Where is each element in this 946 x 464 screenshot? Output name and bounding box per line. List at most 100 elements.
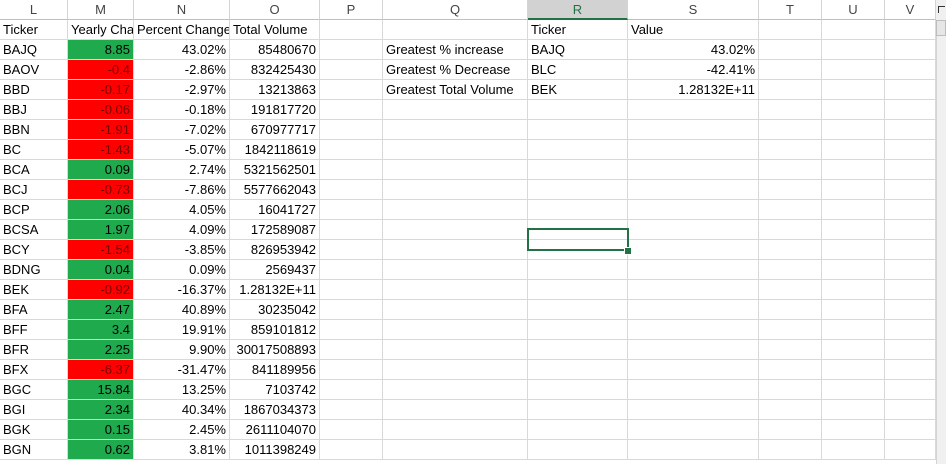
summary-value-cell[interactable]: 1.28132E+11 <box>628 80 759 100</box>
empty-cell[interactable] <box>628 240 759 260</box>
total-volume-cell[interactable]: 2569437 <box>230 260 320 280</box>
ticker-cell[interactable]: BCJ <box>0 180 68 200</box>
empty-cell[interactable] <box>320 240 383 260</box>
empty-cell[interactable] <box>885 400 936 420</box>
ticker-cell[interactable]: BCA <box>0 160 68 180</box>
empty-cell[interactable] <box>759 20 822 40</box>
empty-cell[interactable] <box>628 120 759 140</box>
empty-cell[interactable] <box>528 260 628 280</box>
empty-cell[interactable] <box>383 440 528 460</box>
empty-cell[interactable] <box>759 200 822 220</box>
empty-cell[interactable] <box>822 20 885 40</box>
empty-cell[interactable] <box>320 20 383 40</box>
empty-cell[interactable] <box>822 100 885 120</box>
empty-cell[interactable] <box>320 260 383 280</box>
total-volume-cell[interactable]: 191817720 <box>230 100 320 120</box>
empty-cell[interactable] <box>822 340 885 360</box>
empty-cell[interactable] <box>383 420 528 440</box>
total-volume-cell[interactable]: 5321562501 <box>230 160 320 180</box>
summary-label-cell[interactable]: Greatest Total Volume <box>383 80 528 100</box>
empty-cell[interactable] <box>885 280 936 300</box>
ticker-cell[interactable]: BGI <box>0 400 68 420</box>
column-header-n[interactable]: N <box>134 0 230 20</box>
percent-change-cell[interactable]: 43.02% <box>134 40 230 60</box>
summary-ticker-cell[interactable]: BEK <box>528 80 628 100</box>
percent-change-cell[interactable]: 40.89% <box>134 300 230 320</box>
empty-cell[interactable] <box>885 40 936 60</box>
empty-cell[interactable] <box>320 160 383 180</box>
empty-cell[interactable] <box>759 40 822 60</box>
empty-cell[interactable] <box>759 240 822 260</box>
ticker-cell[interactable]: BCSA <box>0 220 68 240</box>
empty-cell[interactable] <box>383 240 528 260</box>
empty-cell[interactable] <box>320 80 383 100</box>
ticker-cell[interactable]: BEK <box>0 280 68 300</box>
summary-value-header[interactable]: Value <box>628 20 759 40</box>
empty-cell[interactable] <box>885 140 936 160</box>
yearly-change-cell[interactable]: -0.73 <box>68 180 134 200</box>
percent-change-cell[interactable]: 4.05% <box>134 200 230 220</box>
yearly-change-cell[interactable]: -0.06 <box>68 100 134 120</box>
empty-cell[interactable] <box>822 80 885 100</box>
empty-cell[interactable] <box>885 340 936 360</box>
empty-cell[interactable] <box>383 260 528 280</box>
empty-cell[interactable] <box>320 380 383 400</box>
percent-change-cell[interactable]: 2.45% <box>134 420 230 440</box>
percent-change-cell[interactable]: -2.97% <box>134 80 230 100</box>
empty-cell[interactable] <box>528 420 628 440</box>
empty-cell[interactable] <box>885 220 936 240</box>
yearly-change-cell[interactable]: 0.15 <box>68 420 134 440</box>
total-volume-cell[interactable]: 16041727 <box>230 200 320 220</box>
empty-cell[interactable] <box>885 380 936 400</box>
empty-cell[interactable] <box>885 320 936 340</box>
empty-cell[interactable] <box>383 20 528 40</box>
empty-cell[interactable] <box>759 260 822 280</box>
column-header-m[interactable]: M <box>68 0 134 20</box>
empty-cell[interactable] <box>320 140 383 160</box>
percent-change-cell[interactable]: 9.90% <box>134 340 230 360</box>
empty-cell[interactable] <box>528 440 628 460</box>
empty-cell[interactable] <box>383 340 528 360</box>
total-volume-cell[interactable]: 172589087 <box>230 220 320 240</box>
header-ticker[interactable]: Ticker <box>0 20 68 40</box>
empty-cell[interactable] <box>320 220 383 240</box>
empty-cell[interactable] <box>759 280 822 300</box>
yearly-change-cell[interactable]: 0.62 <box>68 440 134 460</box>
percent-change-cell[interactable]: -3.85% <box>134 240 230 260</box>
yearly-change-cell[interactable]: 1.97 <box>68 220 134 240</box>
ticker-cell[interactable]: BGC <box>0 380 68 400</box>
empty-cell[interactable] <box>628 340 759 360</box>
empty-cell[interactable] <box>383 100 528 120</box>
empty-cell[interactable] <box>822 240 885 260</box>
empty-cell[interactable] <box>383 200 528 220</box>
empty-cell[interactable] <box>320 420 383 440</box>
column-header-u[interactable]: U <box>822 0 885 20</box>
total-volume-cell[interactable]: 1842118619 <box>230 140 320 160</box>
empty-cell[interactable] <box>885 100 936 120</box>
empty-cell[interactable] <box>822 220 885 240</box>
spreadsheet-grid[interactable]: Ticker Yearly Cha Percent Change Total V… <box>0 20 936 464</box>
empty-cell[interactable] <box>383 220 528 240</box>
empty-cell[interactable] <box>320 180 383 200</box>
total-volume-cell[interactable]: 859101812 <box>230 320 320 340</box>
yearly-change-cell[interactable]: 2.25 <box>68 340 134 360</box>
empty-cell[interactable] <box>528 300 628 320</box>
yearly-change-cell[interactable]: 3.4 <box>68 320 134 340</box>
empty-cell[interactable] <box>885 240 936 260</box>
empty-cell[interactable] <box>885 180 936 200</box>
empty-cell[interactable] <box>822 300 885 320</box>
yearly-change-cell[interactable]: 2.47 <box>68 300 134 320</box>
column-header-r[interactable]: R <box>528 0 628 20</box>
empty-cell[interactable] <box>320 40 383 60</box>
empty-cell[interactable] <box>528 180 628 200</box>
empty-cell[interactable] <box>528 360 628 380</box>
empty-cell[interactable] <box>528 320 628 340</box>
yearly-change-cell[interactable]: -1.91 <box>68 120 134 140</box>
percent-change-cell[interactable]: 13.25% <box>134 380 230 400</box>
empty-cell[interactable] <box>822 180 885 200</box>
empty-cell[interactable] <box>628 160 759 180</box>
scroll-up-arrow-icon[interactable] <box>938 6 945 13</box>
total-volume-cell[interactable]: 13213863 <box>230 80 320 100</box>
empty-cell[interactable] <box>628 420 759 440</box>
empty-cell[interactable] <box>759 140 822 160</box>
